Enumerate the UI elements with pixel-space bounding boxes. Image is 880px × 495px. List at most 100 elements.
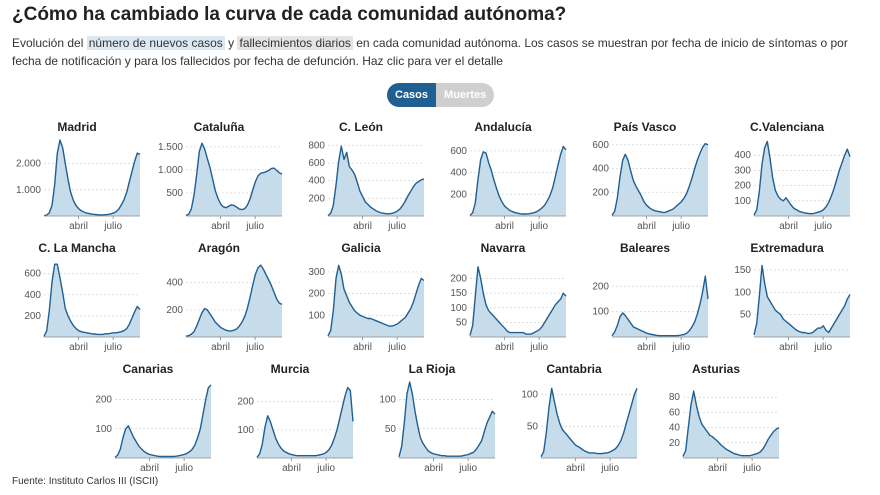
chart-title: Aragón: [198, 241, 240, 255]
y-tick-label: 150: [734, 265, 751, 276]
y-tick-label: 600: [450, 146, 467, 157]
chart-title: Baleares: [619, 241, 671, 255]
muertes-toggle-button[interactable]: Muertes: [436, 83, 495, 107]
series-line: [753, 140, 851, 216]
x-tick-label: abril: [69, 221, 88, 232]
x-tick-label: julio: [316, 463, 335, 474]
chart-title: Galicia: [341, 241, 381, 255]
subtitle-text-2: y: [224, 36, 238, 50]
y-tick-label: 80: [669, 392, 681, 403]
chart-panel-aragón[interactable]: Aragón 200 400 abril julio: [154, 241, 284, 356]
y-tick-label: 500: [166, 188, 183, 199]
casos-toggle-button[interactable]: Casos: [387, 83, 437, 107]
area-chart-murcia: 100 200 abril julio: [237, 386, 354, 474]
y-tick-label: 400: [450, 168, 467, 179]
y-tick-label: 100: [308, 310, 325, 321]
y-tick-label: 200: [237, 397, 254, 408]
chart-title: Murcia: [270, 362, 310, 376]
area-chart-c-la-mancha: 200 400 600 abril julio: [24, 263, 141, 353]
chart-panel-navarra[interactable]: Navarra 50 100 150 200 abril julio: [438, 241, 568, 356]
chart-title: País Vasco: [613, 120, 677, 134]
area-chart-galicia: 100 200 300 abril julio: [308, 264, 425, 353]
y-tick-label: 200: [24, 311, 41, 322]
series-line: [114, 384, 212, 458]
x-tick-label: abril: [779, 221, 798, 232]
source-footer: Fuente: Instituto Carlos III (ISCII): [12, 476, 159, 487]
area-chart-país-vasco: 200 400 600 abril julio: [592, 140, 709, 232]
y-tick-label: 200: [450, 274, 467, 285]
chart-panel-galicia[interactable]: Galicia 100 200 300 abril julio: [296, 241, 426, 356]
chart-panel-país-vasco[interactable]: País Vasco 200 400 600 abril julio: [580, 120, 710, 235]
series-area: [541, 388, 637, 458]
y-tick-label: 150: [450, 288, 467, 299]
chart-title: Extremadura: [750, 241, 824, 255]
series-line: [185, 142, 283, 217]
y-tick-label: 800: [308, 140, 325, 151]
series-line: [398, 381, 496, 457]
series-line: [43, 139, 141, 217]
chart-panel-madrid[interactable]: Madrid 1.000 2.000 abril julio: [12, 120, 142, 235]
chart-panel-la-rioja[interactable]: La Rioja 50 100 abril julio: [367, 362, 497, 477]
y-tick-label: 40: [669, 423, 681, 434]
x-tick-label: abril: [282, 463, 301, 474]
chart-panel-asturias[interactable]: Asturias 20 40 60 80 abril julio: [651, 362, 781, 477]
series-line: [540, 387, 638, 458]
chart-panel-c-león[interactable]: C. León 200 400 600 800 abril julio: [296, 120, 426, 235]
y-tick-label: 600: [592, 140, 609, 151]
y-tick-label: 1.000: [158, 165, 183, 176]
series-area: [115, 384, 211, 458]
chart-panel-murcia[interactable]: Murcia 100 200 abril julio: [225, 362, 355, 477]
chart-title: C. La Mancha: [38, 241, 116, 255]
y-tick-label: 100: [521, 390, 538, 401]
x-tick-label: julio: [103, 221, 122, 232]
y-tick-label: 1.500: [158, 142, 183, 153]
series-area: [328, 146, 424, 216]
x-tick-label: julio: [387, 221, 406, 232]
subtitle-text-3: en cada comunidad autónoma. Los casos se…: [12, 36, 848, 68]
series-area: [44, 264, 140, 337]
x-tick-label: julio: [103, 342, 122, 353]
series-area: [44, 140, 140, 216]
chart-panel-baleares[interactable]: Baleares 100 200 abril julio: [580, 241, 710, 356]
x-tick-label: julio: [174, 463, 193, 474]
chart-panel-canarias[interactable]: Canarias 100 200 abril julio: [83, 362, 213, 477]
x-tick-label: abril: [779, 342, 798, 353]
y-tick-label: 400: [734, 150, 751, 161]
y-tick-label: 2.000: [16, 159, 41, 170]
series-area: [612, 143, 708, 216]
series-area: [186, 265, 282, 337]
chart-panel-c-valenciana[interactable]: C.Valenciana 100 200 300 400 abril julio: [722, 120, 852, 235]
x-tick-label: julio: [813, 221, 832, 232]
y-tick-label: 200: [308, 193, 325, 204]
chart-title: Cantabria: [546, 362, 602, 376]
series-area: [683, 391, 779, 458]
y-tick-label: 400: [166, 278, 183, 289]
chart-panel-extremadura[interactable]: Extremadura 50 100 150 abril julio: [722, 241, 852, 356]
series-line: [469, 266, 567, 336]
chart-title: Asturias: [691, 362, 741, 376]
series-line: [43, 263, 141, 337]
chart-panel-c-la-mancha[interactable]: C. La Mancha 200 400 600 abril julio: [12, 241, 142, 356]
x-tick-label: abril: [69, 342, 88, 353]
chart-title: Cataluña: [193, 120, 245, 134]
y-tick-label: 50: [740, 310, 752, 321]
x-tick-label: abril: [140, 463, 159, 474]
y-tick-label: 200: [450, 189, 467, 200]
chart-panel-cantabria[interactable]: Cantabria 50 100 abril julio: [509, 362, 639, 477]
series-area: [257, 387, 353, 458]
y-tick-label: 200: [592, 281, 609, 292]
x-tick-label: julio: [529, 221, 548, 232]
chart-panel-andalucía[interactable]: Andalucía 200 400 600 abril julio: [438, 120, 568, 235]
series-line: [185, 264, 283, 337]
y-tick-label: 400: [592, 164, 609, 175]
x-tick-label: julio: [742, 463, 761, 474]
area-chart-baleares: 100 200 abril julio: [592, 275, 709, 353]
series-line: [611, 275, 709, 337]
area-chart-aragón: 200 400 abril julio: [166, 264, 283, 353]
y-tick-label: 300: [308, 267, 325, 278]
y-tick-label: 100: [95, 424, 112, 435]
y-tick-label: 1.000: [16, 185, 41, 196]
chart-panel-cataluña[interactable]: Cataluña 500 1.000 1.500 abril julio: [154, 120, 284, 235]
x-tick-label: abril: [211, 342, 230, 353]
area-chart-cantabria: 50 100 abril julio: [521, 387, 638, 474]
